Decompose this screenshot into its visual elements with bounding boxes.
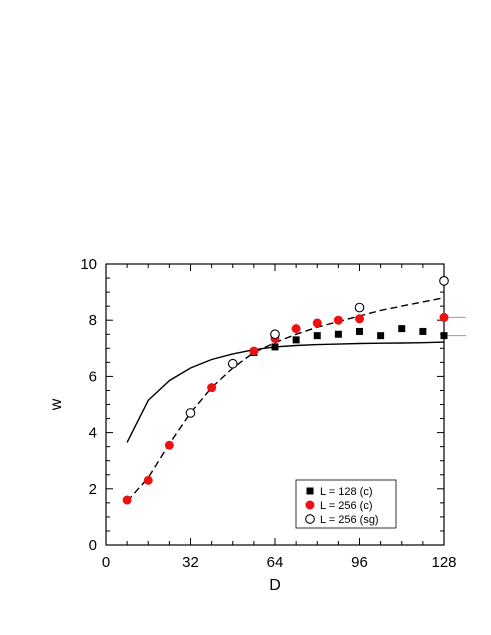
data-point [270, 329, 280, 340]
legend: L = 128 (c) L = 256 (c) L = 256 (sg) [295, 479, 397, 529]
data-markers [122, 276, 449, 505]
x-tick-label: 64 [267, 554, 284, 571]
y-tick-label: 10 [80, 256, 97, 273]
data-point [334, 330, 342, 338]
x-tick-label: 0 [102, 554, 110, 571]
tick-labels: 0 32 64 96 128 0 2 4 6 8 10 [80, 256, 456, 571]
x-tick-label: 32 [182, 554, 199, 571]
solid-fit-curve [126, 341, 445, 443]
y-tick-label: 2 [89, 481, 97, 498]
y-tick-label: 4 [89, 425, 97, 442]
data-point [377, 332, 385, 340]
data-point [398, 325, 406, 333]
data-point [271, 343, 279, 351]
data-point [122, 495, 132, 505]
data-point [439, 276, 449, 286]
data-point [207, 383, 217, 393]
data-point [355, 314, 364, 324]
data-point [227, 358, 238, 369]
x-tick-label: 128 [431, 554, 456, 571]
data-point [291, 324, 301, 334]
data-point [249, 346, 259, 356]
data-point [356, 327, 363, 335]
legend-marker [305, 514, 315, 524]
data-point [333, 315, 343, 325]
data-point [354, 302, 365, 313]
data-point [313, 332, 321, 340]
legend-label: L = 256 (c) [320, 500, 372, 512]
data-point [164, 440, 174, 450]
y-tick-label: 8 [89, 312, 97, 329]
data-point [185, 408, 196, 418]
data-point [312, 318, 322, 328]
dashed-fit-curve [126, 297, 445, 502]
legend-marker [305, 500, 315, 510]
y-tick-label: 0 [89, 537, 97, 554]
data-point [440, 332, 448, 340]
y-tick-label: 6 [89, 368, 97, 385]
x-axis-label: D [269, 577, 281, 594]
legend-marker [306, 487, 314, 495]
data-point [439, 312, 449, 322]
fit-curves [126, 297, 445, 502]
data-point [292, 336, 300, 344]
data-point [419, 327, 427, 335]
legend-label: L = 128 (c) [320, 486, 372, 498]
legend-label: L = 256 (sg) [320, 514, 379, 526]
y-axis-label: w [48, 398, 65, 411]
data-point [143, 475, 153, 485]
x-tick-label: 96 [351, 554, 368, 571]
